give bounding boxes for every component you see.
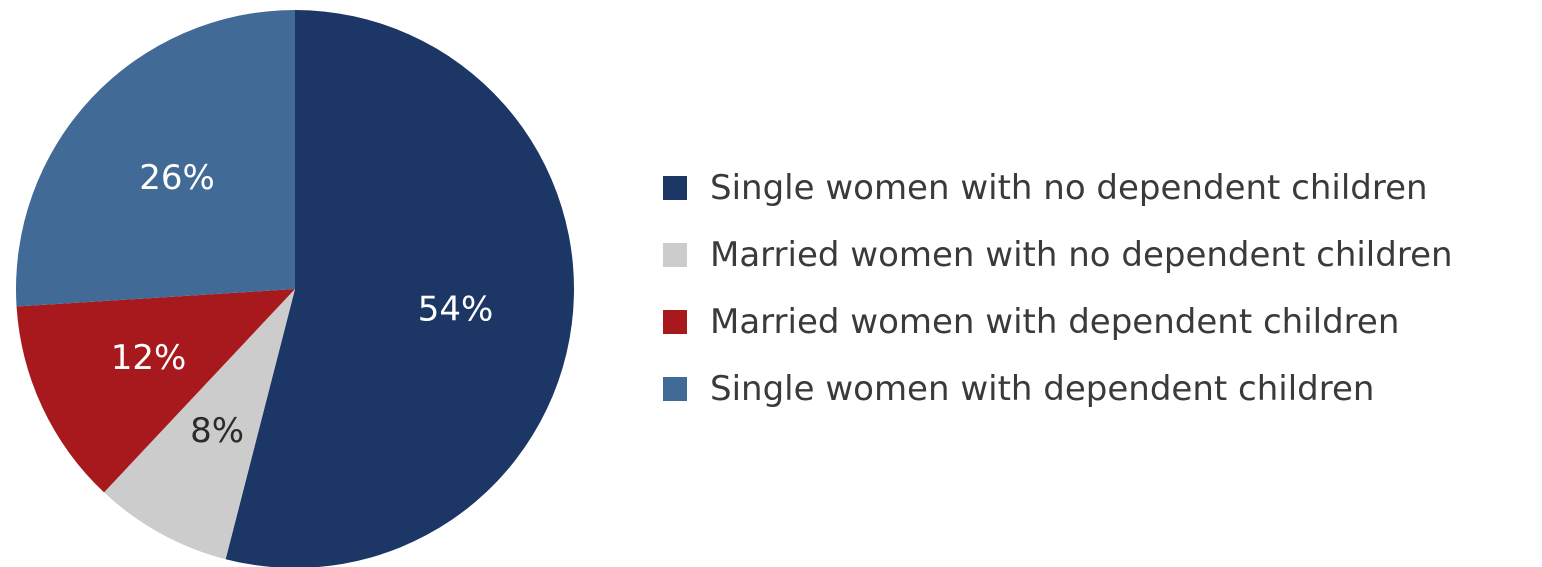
legend-swatch-0 [663, 176, 687, 200]
pie-slices [15, 10, 574, 567]
pie-slice-labels: 54% 8%12% 26% [111, 158, 494, 451]
legend-label-2: Married women with dependent children [710, 302, 1399, 342]
pie-slice-3 [15, 10, 295, 307]
pie-slice-label-1: 8% [190, 411, 244, 451]
pie-slice-label-3: 26% [139, 158, 215, 198]
legend-item-2: Married women with dependent children [663, 302, 1399, 342]
pie-slice-label-0: 54% [418, 289, 494, 329]
legend: Single women with no dependent children M… [663, 168, 1453, 409]
pie-slice-1 [104, 289, 296, 560]
legend-swatch-3 [663, 377, 687, 401]
legend-swatch-1 [663, 243, 687, 267]
legend-label-0: Single women with no dependent children [710, 168, 1428, 208]
legend-label-1: Married women with no dependent children [710, 235, 1453, 275]
pie-slice-2 [16, 289, 296, 493]
legend-label-3: Single women with dependent children [710, 369, 1374, 409]
pie-slice-label-2: 12% [111, 338, 187, 378]
legend-item-3: Single women with dependent children [663, 369, 1374, 409]
legend-item-1: Married women with no dependent children [663, 235, 1453, 275]
legend-swatch-2 [663, 310, 687, 334]
pie-slice-0 [225, 10, 574, 567]
legend-item-0: Single women with no dependent children [663, 168, 1428, 208]
